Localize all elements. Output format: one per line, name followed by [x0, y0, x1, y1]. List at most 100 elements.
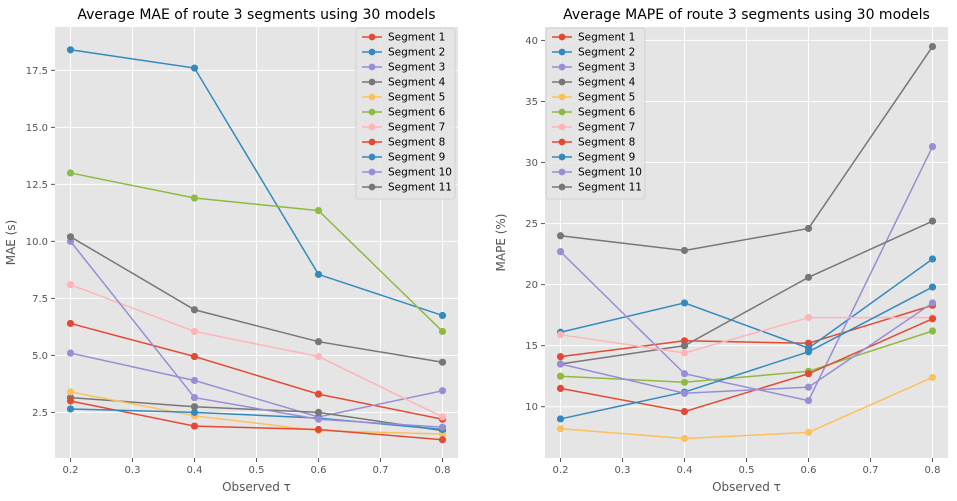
mae-y-tick-label: 12.5 — [26, 180, 48, 191]
mae-legend-marker — [368, 93, 376, 101]
mae-series-line-2 — [70, 49, 443, 317]
mae-data-point — [66, 397, 75, 405]
mape-data-point — [556, 384, 565, 393]
mape-data-point — [680, 408, 689, 416]
mape-y-tick-label: 35 — [525, 97, 538, 108]
mape-data-point — [556, 353, 565, 361]
mape-legend-label: Segment 11 — [578, 182, 642, 194]
mae-legend-label: Segment 7 — [388, 122, 445, 134]
mae-legend-label: Segment 6 — [388, 107, 446, 119]
mae-legend-marker — [368, 33, 376, 41]
mape-y-tick-label: 30 — [525, 158, 538, 169]
mae-data-point — [190, 194, 199, 202]
mape-data-point — [680, 349, 689, 357]
mae-series-line-11 — [70, 236, 443, 363]
mae-x-tick-label: 0.7 — [373, 465, 389, 476]
mae-x-tick-label: 0.3 — [125, 465, 141, 476]
mape-legend-marker — [558, 153, 566, 161]
mae-y-tick-label: 7.5 — [32, 294, 48, 305]
mape-legend-marker — [558, 108, 566, 116]
mae-data-point — [438, 311, 447, 320]
mae-data-point — [314, 425, 323, 434]
mape-legend-marker — [558, 48, 566, 56]
mape-series-line-4 — [560, 220, 933, 365]
mape-data-point — [680, 378, 689, 386]
mape-data-point — [804, 313, 813, 322]
mape-data-point — [680, 342, 689, 350]
mape-data-point — [804, 370, 813, 378]
mae-data-point — [438, 327, 447, 336]
mape-data-point — [928, 299, 937, 307]
mae-data-point — [190, 408, 199, 416]
mae-data-point — [314, 415, 323, 423]
mae-data-point — [66, 349, 75, 357]
mae-data-point — [190, 422, 199, 430]
mape-data-point — [556, 232, 565, 240]
mae-data-point — [314, 390, 323, 398]
mape-legend-label: Segment 5 — [578, 92, 635, 104]
mape-legend-marker — [558, 168, 566, 176]
mae-data-point — [438, 413, 447, 421]
mape-data-point — [556, 372, 565, 380]
mape-y-tick-label: 40 — [525, 36, 538, 47]
mae-data-point — [66, 388, 75, 396]
mae-y-tick-label: 10.0 — [26, 237, 48, 248]
mae-data-point — [314, 408, 323, 416]
mape-data-point — [680, 246, 689, 255]
mae-data-point — [190, 306, 199, 314]
mape-legend-label: Segment 3 — [578, 62, 635, 74]
mape-series-line-10 — [560, 302, 933, 395]
mae-x-tick-label: 0.5 — [249, 465, 265, 476]
mae-legend-label: Segment 2 — [388, 47, 445, 59]
mape-data-point — [680, 299, 689, 307]
mae-series-line-4 — [70, 396, 443, 432]
mae-legend-marker — [368, 153, 376, 161]
mape-data-point — [928, 283, 937, 291]
mae-data-point — [66, 169, 75, 177]
mape-y-tick-label: 10 — [525, 402, 538, 413]
mape-data-point — [804, 224, 813, 233]
mape-x-tick-label: 0.6 — [801, 465, 817, 476]
mae-legend-marker — [368, 183, 376, 191]
mae-data-point — [66, 281, 75, 289]
mape-legend-label: Segment 6 — [578, 107, 636, 119]
mape-data-point — [556, 415, 565, 423]
mape-data-point — [680, 370, 689, 378]
mae-data-point — [190, 64, 199, 72]
mae-legend-label: Segment 9 — [388, 152, 445, 164]
mae-data-point — [438, 436, 447, 444]
mae-legend-label: Segment 8 — [388, 137, 445, 149]
mae-legend-marker — [368, 123, 376, 131]
mae-series-line-8 — [70, 400, 443, 441]
mae-legend-label: Segment 3 — [388, 62, 445, 74]
mae-data-point — [190, 376, 199, 385]
mape-data-point — [804, 273, 813, 281]
mape-x-tick-label: 0.8 — [925, 465, 941, 476]
mae-series-line-1 — [70, 322, 443, 420]
mape-data-point — [556, 425, 565, 433]
mae-x-axis-label: Observed τ — [222, 480, 291, 494]
mae-x-tick-label: 0.4 — [187, 465, 203, 476]
mae-legend-marker — [368, 138, 376, 146]
mape-data-point — [928, 327, 937, 335]
mape-data-point — [928, 143, 937, 151]
mae-y-tick-label: 2.5 — [32, 408, 48, 419]
mae-chart-title: Average MAE of route 3 segments using 30… — [77, 7, 435, 23]
mape-legend-marker — [558, 78, 566, 86]
mape-data-point — [680, 389, 689, 397]
mae-legend-label: Segment 5 — [388, 92, 445, 104]
mae-y-axis-label: MAE (s) — [4, 220, 18, 266]
mae-y-tick-label: 15.0 — [26, 123, 48, 134]
mae-data-point — [190, 352, 199, 361]
mape-legend-marker — [558, 183, 566, 191]
mape-y-tick-label: 25 — [525, 219, 538, 230]
mape-data-point — [804, 348, 813, 356]
mape-series-line-11 — [560, 46, 934, 252]
mape-series-line-1 — [560, 304, 933, 358]
mape-data-point — [928, 315, 937, 323]
mae-legend-marker — [368, 78, 376, 86]
mape-data-point — [804, 397, 813, 405]
mape-data-point — [928, 373, 937, 382]
mae-y-tick-label: 5.0 — [32, 351, 48, 362]
